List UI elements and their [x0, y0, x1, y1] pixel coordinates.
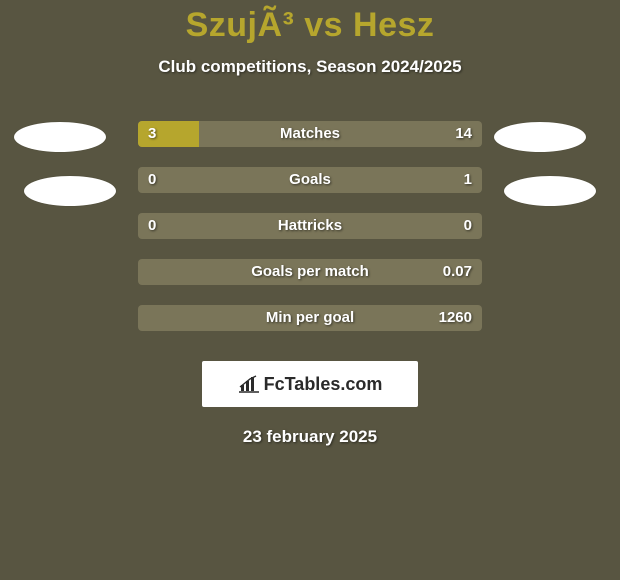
stat-row: 1260Min per goal [0, 295, 620, 341]
team-badge [504, 176, 596, 206]
page-title: SzujÃ³ vs Hesz [0, 0, 620, 45]
comparison-card: SzujÃ³ vs Hesz Club competitions, Season… [0, 0, 620, 580]
attribution-text: FcTables.com [264, 374, 383, 395]
barchart-icon [238, 375, 260, 393]
metric-label: Hattricks [0, 213, 620, 239]
subtitle: Club competitions, Season 2024/2025 [0, 57, 620, 77]
metric-label: Goals per match [0, 259, 620, 285]
attribution-badge: FcTables.com [202, 361, 418, 407]
snapshot-date: 23 february 2025 [0, 427, 620, 447]
team-badge [24, 176, 116, 206]
stat-row: 00Hattricks [0, 203, 620, 249]
stat-row: 0.07Goals per match [0, 249, 620, 295]
team-badge [14, 122, 106, 152]
team-badge [494, 122, 586, 152]
metric-label: Min per goal [0, 305, 620, 331]
